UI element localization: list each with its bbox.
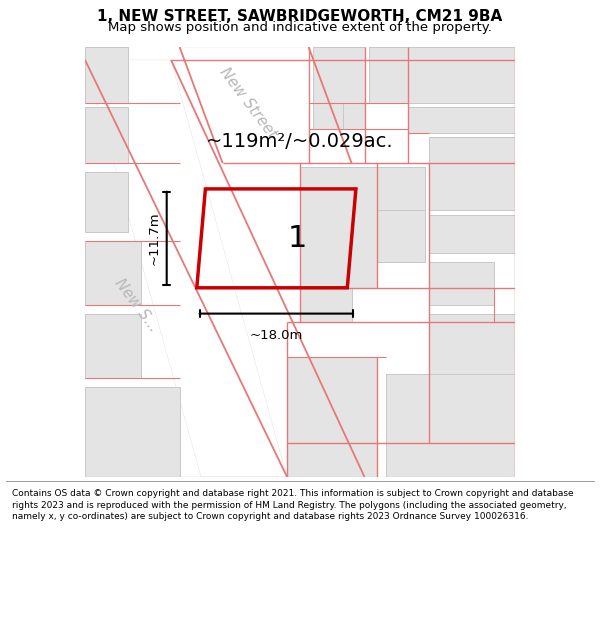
Text: 1, NEW STREET, SAWBRIDGEWORTH, CM21 9BA: 1, NEW STREET, SAWBRIDGEWORTH, CM21 9BA [97, 9, 503, 24]
Polygon shape [369, 47, 407, 103]
Polygon shape [407, 107, 515, 133]
Polygon shape [85, 172, 128, 232]
Text: Map shows position and indicative extent of the property.: Map shows position and indicative extent… [108, 21, 492, 34]
Polygon shape [85, 241, 141, 305]
Text: New S...: New S... [112, 276, 161, 334]
Polygon shape [179, 47, 352, 163]
Polygon shape [85, 387, 179, 477]
Polygon shape [313, 47, 365, 103]
Polygon shape [429, 262, 493, 305]
Polygon shape [429, 215, 515, 253]
Polygon shape [300, 168, 377, 288]
Text: Contains OS data © Crown copyright and database right 2021. This information is : Contains OS data © Crown copyright and d… [12, 489, 574, 521]
Polygon shape [313, 103, 343, 129]
Polygon shape [85, 47, 128, 103]
Text: 1: 1 [288, 224, 308, 253]
Polygon shape [85, 107, 128, 163]
Polygon shape [377, 168, 425, 211]
Text: ~18.0m: ~18.0m [250, 329, 303, 342]
Polygon shape [386, 374, 515, 477]
Text: New Street: New Street [217, 64, 280, 141]
Polygon shape [407, 47, 515, 103]
Polygon shape [85, 60, 287, 477]
Polygon shape [429, 138, 515, 211]
Polygon shape [300, 288, 352, 322]
Polygon shape [386, 374, 515, 442]
Polygon shape [377, 211, 425, 262]
Polygon shape [287, 357, 377, 442]
Polygon shape [287, 442, 377, 477]
Text: ~11.7m: ~11.7m [147, 211, 160, 265]
Polygon shape [85, 314, 141, 378]
Text: ~119m²/~0.029ac.: ~119m²/~0.029ac. [205, 132, 393, 151]
Polygon shape [343, 103, 365, 129]
Polygon shape [429, 314, 515, 382]
